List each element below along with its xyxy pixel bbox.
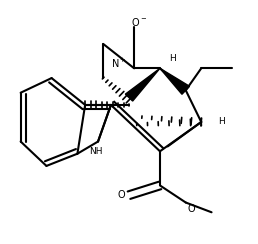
Text: N$^+$: N$^+$ [111,57,126,70]
Text: O: O [117,190,125,200]
Text: H: H [219,118,225,126]
Text: H: H [170,54,176,63]
Text: O$^-$: O$^-$ [131,16,147,28]
Text: O: O [187,204,195,214]
Polygon shape [160,68,190,94]
Text: NH: NH [89,147,102,156]
Polygon shape [125,68,160,101]
